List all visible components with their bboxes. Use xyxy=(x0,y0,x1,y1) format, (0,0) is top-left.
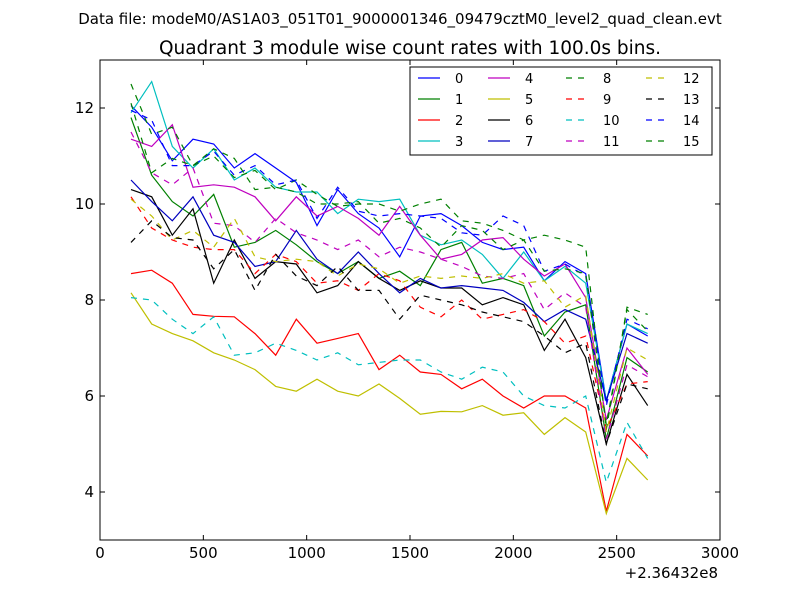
legend-label-4: 4 xyxy=(525,72,533,87)
series-line-9 xyxy=(130,196,648,432)
x-offset-label: +2.36432e8 xyxy=(625,564,718,582)
y-tick-label-4: 4 xyxy=(84,483,94,501)
x-tick-label-0: 0 xyxy=(95,544,105,562)
x-tick-label-2000: 2000 xyxy=(494,544,532,562)
series-line-3 xyxy=(130,80,648,401)
series-line-7 xyxy=(130,179,648,404)
x-tick-label-3000: 3000 xyxy=(701,544,739,562)
legend-label-15: 15 xyxy=(683,135,700,150)
y-tick-label-8: 8 xyxy=(84,291,94,309)
legend-label-13: 13 xyxy=(683,93,700,108)
legend-label-7: 7 xyxy=(525,135,533,150)
series-line-8 xyxy=(130,83,648,430)
legend-label-0: 0 xyxy=(455,72,463,87)
legend-label-14: 14 xyxy=(683,114,700,129)
series-line-6 xyxy=(130,189,649,447)
legend-box xyxy=(409,66,713,156)
series-layer xyxy=(130,80,649,516)
legend-label-12: 12 xyxy=(683,72,700,87)
x-tick-label-500: 500 xyxy=(189,544,218,562)
x-tick-label-2500: 2500 xyxy=(598,544,636,562)
y-tick-label-6: 6 xyxy=(84,387,94,405)
chart-title: Quadrant 3 module wise count rates with … xyxy=(159,38,661,59)
plot-frame xyxy=(99,59,721,541)
series-line-14 xyxy=(130,109,648,406)
series-line-4 xyxy=(130,123,649,421)
legend-label-11: 11 xyxy=(603,135,620,150)
y-tick-label-12: 12 xyxy=(75,99,94,117)
series-line-1 xyxy=(130,117,649,440)
series-line-2 xyxy=(130,269,649,512)
x-tick-label-1000: 1000 xyxy=(288,544,326,562)
legend-label-10: 10 xyxy=(603,114,620,129)
legend-label-3: 3 xyxy=(455,135,463,150)
x-tick-label-1500: 1500 xyxy=(391,544,429,562)
legend-label-8: 8 xyxy=(603,72,611,87)
series-line-12 xyxy=(130,198,649,433)
suptitle: Data file: modeM0/AS1A03_051T01_90000013… xyxy=(78,10,722,29)
legend-label-5: 5 xyxy=(525,93,533,108)
legend-label-6: 6 xyxy=(525,114,533,129)
legend-label-1: 1 xyxy=(455,93,463,108)
series-line-5 xyxy=(130,292,649,516)
series-line-11 xyxy=(130,131,649,440)
legend-label-9: 9 xyxy=(603,93,611,108)
legend-label-2: 2 xyxy=(455,114,463,129)
series-line-10 xyxy=(130,297,649,485)
y-tick-label-10: 10 xyxy=(75,195,94,213)
series-line-0 xyxy=(130,105,649,401)
